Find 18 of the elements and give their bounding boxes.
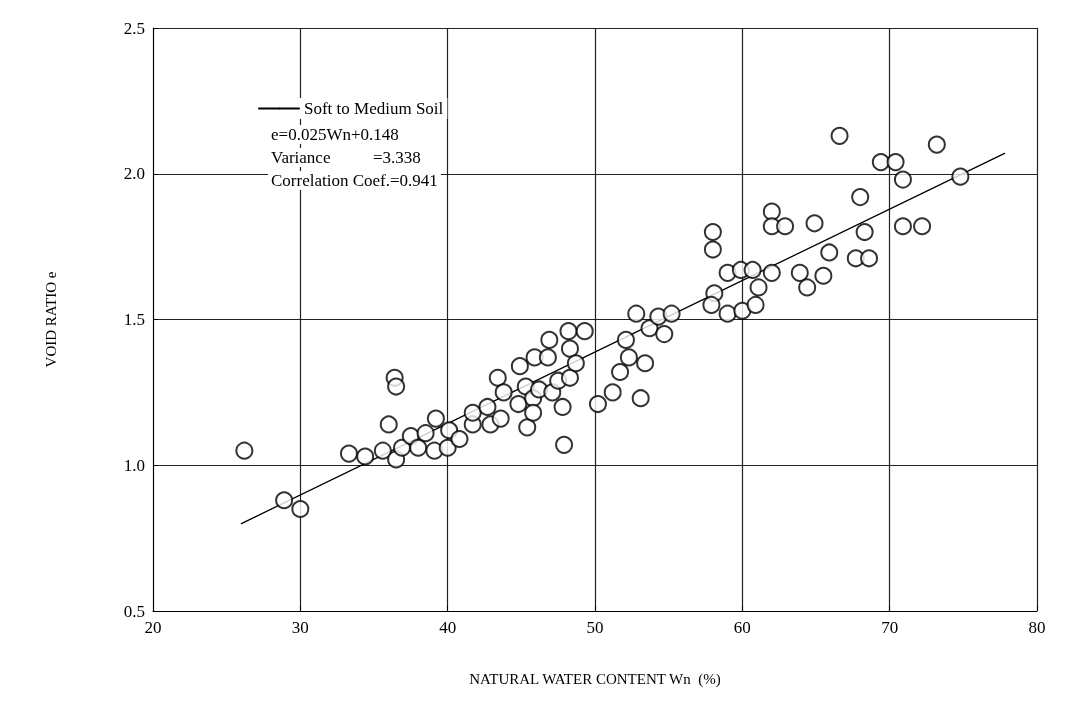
annotation: Variance =3.338	[271, 148, 421, 167]
annotation: Correlation Coef.=0.941	[271, 171, 438, 190]
y-tick-label: 1.0	[123, 455, 145, 475]
y-tick-label: 1.5	[123, 310, 145, 329]
x-tick-label: 40	[439, 618, 457, 637]
x-axis-title: NATURAL WATER CONTENT Wn (%)	[469, 670, 721, 688]
x-tick-label: 70	[881, 618, 899, 637]
annotation: e=0.025Wn+0.148	[271, 125, 399, 144]
x-tick-label: 80	[1028, 618, 1046, 637]
x-tick-label: 50	[586, 618, 604, 637]
y-tick-label: 0.5	[123, 601, 145, 621]
y-axis-title: VOID RATIO e	[42, 271, 59, 368]
x-tick-label: 30	[291, 618, 309, 637]
x-tick-label: 60	[733, 618, 751, 637]
y-tick-label: 2.0	[123, 164, 145, 184]
x-tick-label: 20	[144, 618, 162, 637]
legend-label: Soft to Medium Soil	[304, 99, 444, 118]
y-tick-label: 2.5	[123, 18, 145, 38]
